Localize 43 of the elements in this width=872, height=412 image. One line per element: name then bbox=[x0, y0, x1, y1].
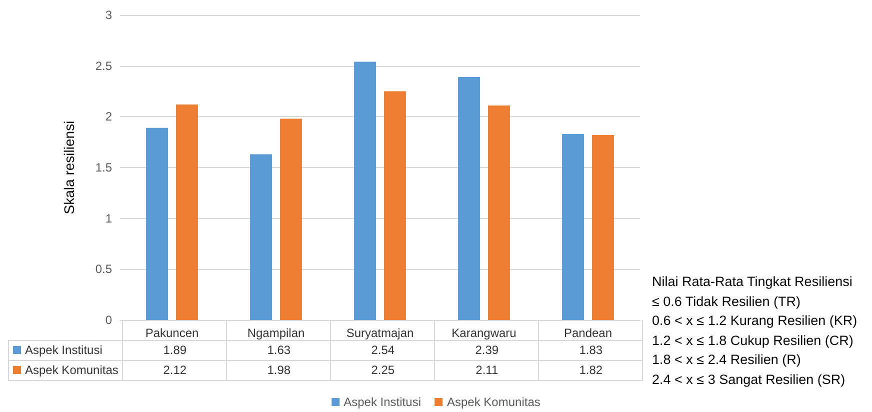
data-label: 1.83 bbox=[538, 340, 643, 360]
legend-label: Aspek Institusi bbox=[8, 340, 123, 360]
text: Aspek Institusi bbox=[344, 395, 421, 409]
y-tick-label: 0 bbox=[105, 313, 112, 327]
text: 0.6 < x ≤ 1.2 Kurang Resilien (KR) bbox=[652, 312, 858, 330]
bar bbox=[458, 77, 480, 320]
data-label: 1.98 bbox=[226, 360, 331, 380]
bar bbox=[176, 104, 198, 320]
text: Aspek Komunitas bbox=[446, 395, 540, 409]
data-label: 1.89 bbox=[122, 340, 227, 360]
text: ≤ 0.6 Tidak Resilien (TR) bbox=[652, 292, 802, 311]
bar bbox=[250, 154, 272, 320]
bar bbox=[384, 91, 406, 320]
text: 1.8 < x ≤ 2.4 Resilien (R) bbox=[652, 351, 802, 369]
y-tick-label: 1 bbox=[105, 211, 112, 226]
x-tick-label: Ngampilan bbox=[247, 326, 305, 340]
x-tick-label: Pandean bbox=[564, 326, 612, 340]
y-axis-title: Skala resiliensi bbox=[61, 120, 77, 214]
bar bbox=[146, 128, 168, 320]
y-tick-label: 0.5 bbox=[95, 262, 112, 276]
y-tick-label: 1.5 bbox=[95, 160, 112, 174]
bar bbox=[354, 62, 376, 320]
bar bbox=[280, 118, 302, 320]
text: 1.2 < x ≤ 1.8 Cukup Resilien (CR) bbox=[652, 332, 854, 350]
legend-label: Aspek Komunitas bbox=[8, 360, 123, 380]
y-tick-label: 3 bbox=[105, 8, 112, 22]
y-tick-label: 2.5 bbox=[95, 58, 112, 73]
data-label: 2.54 bbox=[330, 340, 435, 360]
x-tick-label: Suryatmajan bbox=[346, 326, 414, 340]
data-label: 2.12 bbox=[122, 360, 227, 380]
x-tick-label: Pakuncen bbox=[145, 326, 199, 340]
text: Nilai Rata-Rata Tingkat Resiliensi bbox=[652, 273, 854, 291]
data-label: 2.25 bbox=[330, 360, 435, 380]
data-label: 2.11 bbox=[434, 360, 539, 380]
data-label: 2.39 bbox=[434, 340, 539, 360]
data-label: 1.63 bbox=[226, 340, 331, 360]
y-tick-label: 2 bbox=[105, 110, 112, 124]
bar bbox=[488, 105, 510, 320]
bar bbox=[592, 134, 614, 320]
data-label: 1.82 bbox=[538, 360, 643, 380]
text: 2.4 < x ≤ 3 Sangat Resilien (SR) bbox=[652, 370, 846, 389]
bar bbox=[562, 134, 584, 320]
x-tick-label: Karangwaru bbox=[452, 326, 516, 340]
